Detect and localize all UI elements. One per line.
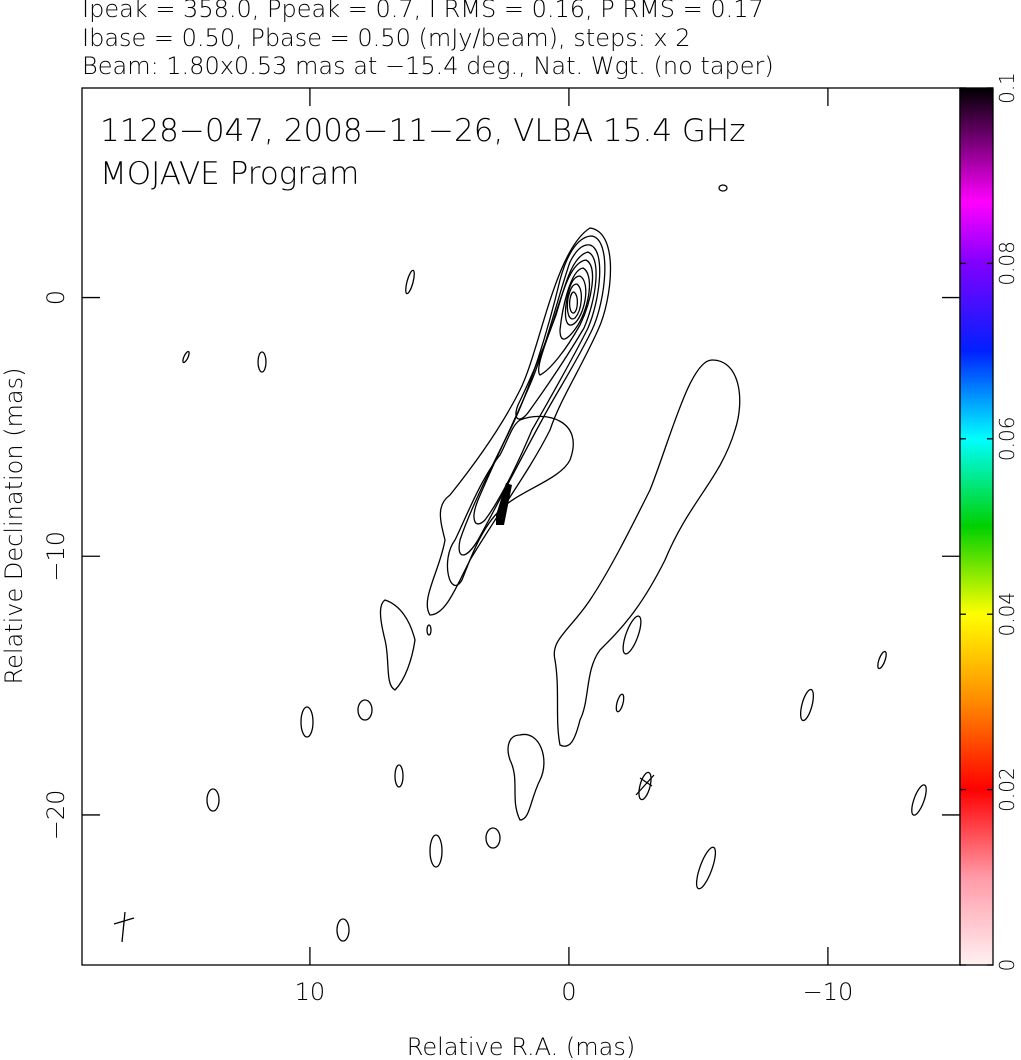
contours bbox=[113, 184, 927, 943]
plot-frame bbox=[81, 87, 961, 966]
annotation: 1128−047, 2008−11−26, VLBA 15.4 GHz bbox=[100, 113, 746, 149]
x-tick-label: 10 bbox=[295, 978, 326, 1006]
colorbar-tick-label: 0.04 bbox=[995, 592, 1019, 637]
x-tick-label: 0 bbox=[561, 978, 576, 1006]
colorbar-tick-label: 0.1 bbox=[995, 72, 1019, 104]
header-line: Beam: 1.80x0.53 mas at −15.4 deg., Nat. … bbox=[82, 52, 774, 80]
annotation: MOJAVE Program bbox=[100, 156, 359, 192]
y-axis-label: Relative Declination (mas) bbox=[0, 367, 28, 684]
colorbar-tick-label: 0.02 bbox=[995, 767, 1019, 812]
header-line: Ipeak = 358.0, Ppeak = 0.7, I RMS = 0.16… bbox=[82, 0, 764, 23]
y-tick-label: 0 bbox=[42, 290, 70, 305]
header-line: Ibase = 0.50, Pbase = 0.50 (mJy/beam), s… bbox=[82, 24, 691, 52]
colorbar bbox=[959, 87, 994, 966]
colorbar-tick-label: 0 bbox=[995, 959, 1019, 972]
x-tick-label: −10 bbox=[803, 978, 854, 1006]
y-tick-label: −10 bbox=[42, 531, 70, 582]
y-tick-label: −20 bbox=[42, 790, 70, 841]
colorbar-tick-label: 0.08 bbox=[995, 241, 1019, 286]
colorbar-tick-label: 0.06 bbox=[995, 417, 1019, 462]
x-axis-label: Relative R.A. (mas) bbox=[407, 1033, 635, 1060]
